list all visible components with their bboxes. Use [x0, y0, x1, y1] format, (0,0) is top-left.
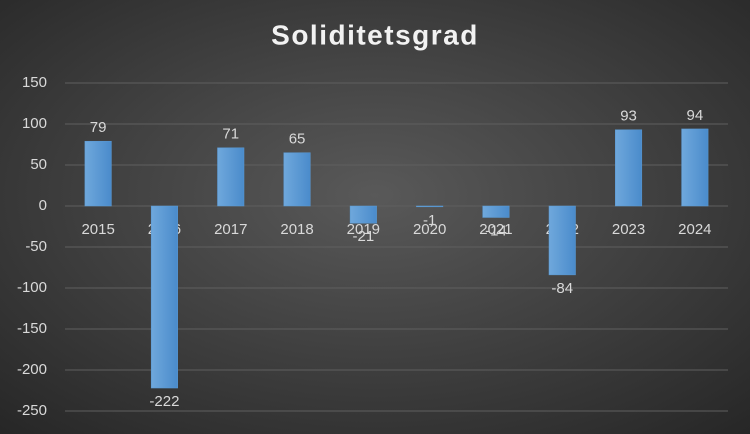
- data-label: 79: [90, 119, 107, 136]
- y-tick-label: 150: [22, 74, 47, 91]
- data-label: -14: [485, 222, 507, 239]
- x-tick-label: 2017: [214, 221, 247, 238]
- data-label: 93: [620, 108, 637, 125]
- data-label: 71: [222, 126, 239, 143]
- x-tick-label: 2020: [413, 221, 446, 238]
- data-label: -222: [149, 393, 179, 410]
- bar: [416, 205, 444, 208]
- x-tick-label: 2018: [280, 221, 313, 238]
- bar: [217, 147, 245, 207]
- y-tick-label: 100: [22, 115, 47, 132]
- bar: [283, 152, 311, 207]
- y-tick-label: -50: [25, 238, 47, 255]
- bar: [482, 205, 510, 218]
- data-label: -84: [551, 280, 573, 297]
- x-tick-label: 2019: [347, 221, 380, 238]
- data-label: -21: [353, 228, 375, 245]
- bar: [84, 140, 112, 207]
- bar: [150, 205, 178, 389]
- x-tick-label: 2021: [479, 221, 512, 238]
- y-tick-label: 50: [30, 156, 47, 173]
- x-tick-label: 2015: [81, 221, 114, 238]
- data-label: -1: [423, 212, 436, 229]
- bar: [548, 205, 576, 276]
- bar: [349, 205, 377, 224]
- y-tick-label: -150: [17, 320, 47, 337]
- x-tick-label: 2023: [612, 221, 645, 238]
- y-tick-label: -250: [17, 402, 47, 419]
- data-label: 65: [289, 131, 306, 148]
- y-tick-label: -100: [17, 279, 47, 296]
- chart-title: Soliditetsgrad: [271, 19, 479, 50]
- data-label: 94: [687, 107, 704, 124]
- y-tick-label: -200: [17, 361, 47, 378]
- x-tick-label: 2024: [678, 221, 711, 238]
- y-tick-label: 0: [39, 197, 47, 214]
- bar: [615, 129, 643, 207]
- bar: [681, 128, 709, 207]
